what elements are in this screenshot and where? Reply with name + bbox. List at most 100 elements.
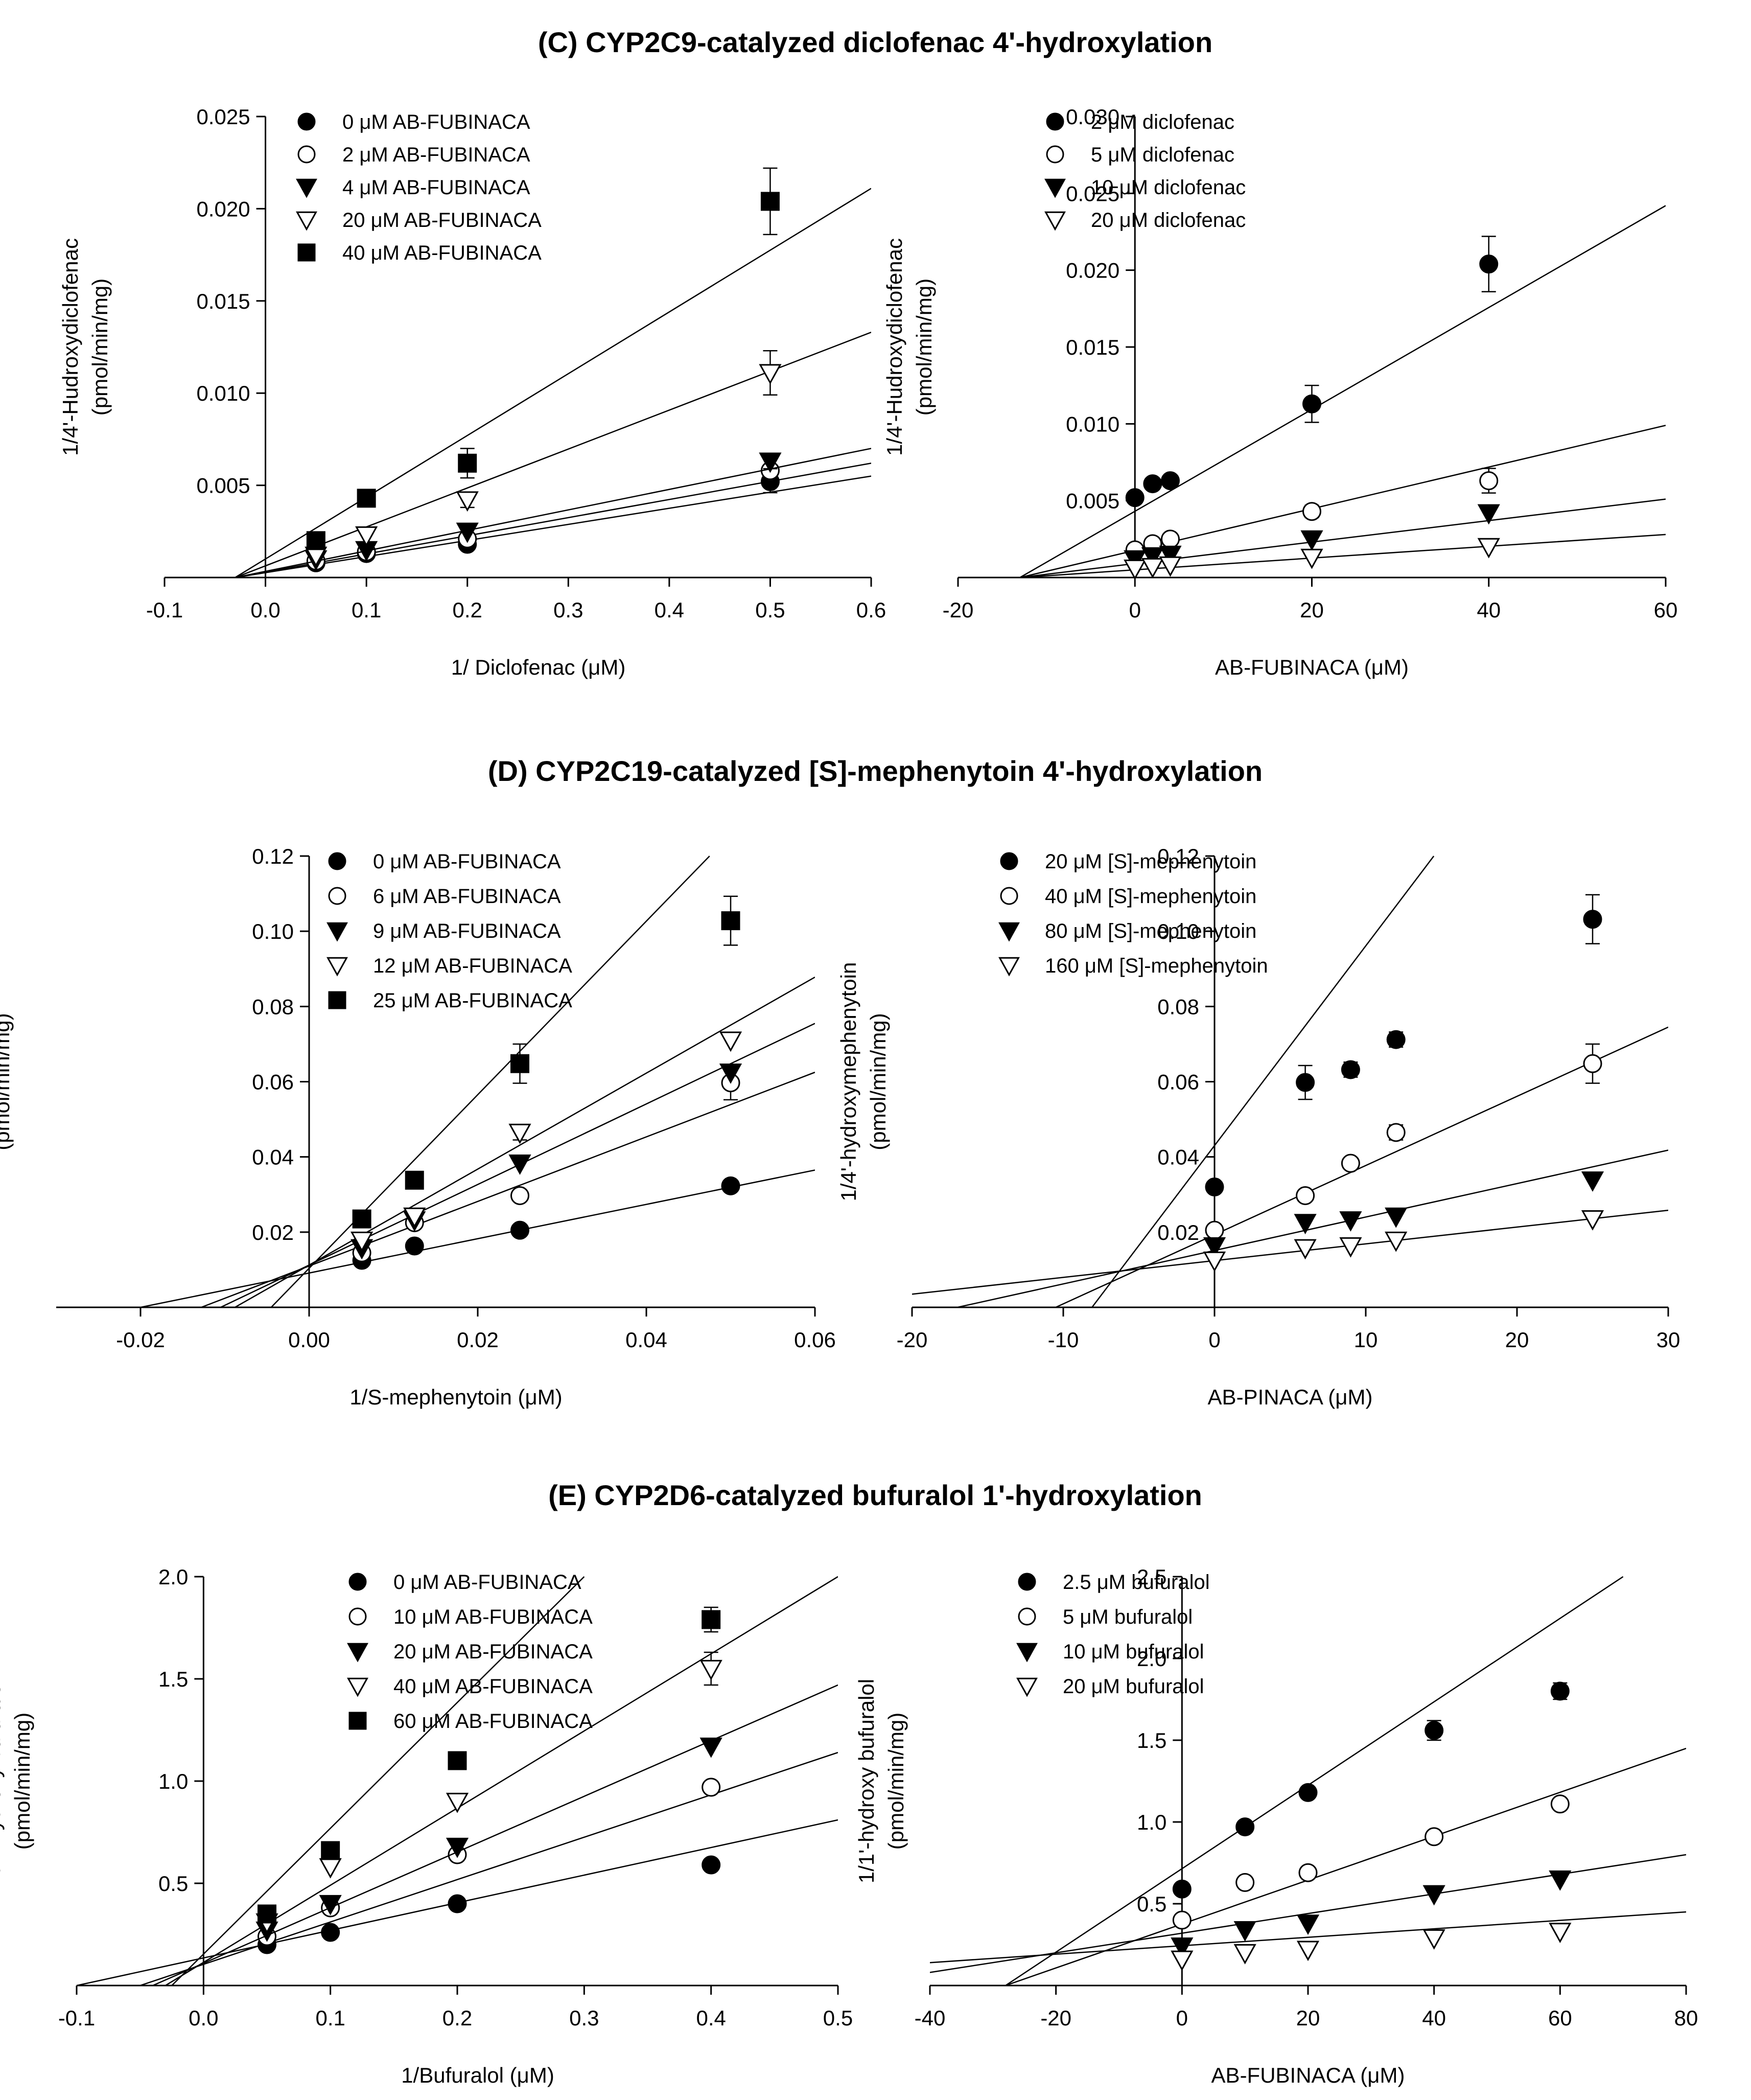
data-point-series-3: [1171, 1950, 1194, 1971]
data-point-series-0: [405, 1236, 424, 1256]
y-tick-label: 2.0: [158, 1565, 188, 1589]
legend-label-0: 2 μM diclofenac: [1091, 111, 1234, 133]
fit-line-series-0: [1091, 856, 1435, 1307]
data-point-series-1: [1425, 1827, 1444, 1847]
data-point-series-3: [1549, 1923, 1572, 1944]
data-point-series-3: [1477, 538, 1500, 559]
legend-label-4: 60 μM AB-FUBINACA: [393, 1710, 593, 1733]
data-point-series-2: [1296, 1914, 1320, 1935]
legend-marker-4: [348, 1712, 367, 1730]
data-point-series-0: [721, 1176, 740, 1195]
data-point-series-1: [1302, 502, 1321, 521]
legend-marker-2: [1016, 1643, 1038, 1663]
fit-line-series-1: [1055, 1026, 1668, 1307]
data-point-series-3: [719, 1031, 742, 1052]
y-tick-label: 0.06: [252, 1070, 294, 1094]
legend-marker-0: [1046, 112, 1064, 131]
legend-label-2: 9 μM AB-FUBINACA: [373, 920, 561, 942]
y-tick-label: 0.04: [1157, 1145, 1199, 1169]
legend-marker-0: [1000, 852, 1018, 870]
legend-label-3: 40 μM AB-FUBINACA: [393, 1675, 593, 1698]
data-point-series-2: [446, 1837, 469, 1858]
data-point-series-3: [1422, 1929, 1445, 1950]
data-point-series-2: [1385, 1207, 1408, 1228]
data-point-series-0: [1125, 488, 1145, 507]
x-tick-label: 80: [1674, 2006, 1698, 2030]
data-point-series-3: [446, 1792, 469, 1813]
legend-marker-2: [998, 922, 1020, 942]
data-point-series-0: [1583, 910, 1602, 929]
legend-label-0: 2.5 μM bufuralol: [1063, 1571, 1210, 1594]
data-point-series-4: [352, 1209, 371, 1229]
x-tick-label: 0: [1129, 598, 1141, 622]
y-tick-label: 0.025: [1066, 181, 1119, 205]
legend-marker-4: [328, 991, 346, 1009]
data-point-series-1: [1341, 1153, 1360, 1173]
data-point-series-3: [1581, 1210, 1604, 1231]
legend-marker-2: [347, 1643, 368, 1663]
data-point-series-3: [1124, 559, 1147, 580]
fit-line-series-0: [140, 1169, 815, 1307]
data-point-series-4: [405, 1170, 424, 1190]
legend-marker-2: [326, 922, 348, 942]
x-tick-label: -0.02: [116, 1328, 165, 1352]
x-tick-label: 60: [1548, 2006, 1572, 2030]
data-point-series-4: [702, 1610, 721, 1629]
data-point-series-2: [456, 522, 479, 543]
fit-line-series-2: [235, 448, 871, 578]
y-axis-title: 1/1'-hydroxy bufuralol: [854, 1679, 878, 1883]
panel-title-e: (E) CYP2D6-catalyzed bufuralol 1'-hydrox…: [548, 1479, 1202, 1511]
legend-label-4: 25 μM AB-FUBINACA: [373, 989, 572, 1012]
data-point-series-3: [759, 364, 782, 385]
data-point-series-4: [760, 192, 780, 211]
y-tick-label: 0.10: [252, 919, 294, 943]
data-point-series-3: [508, 1123, 531, 1144]
data-point-series-3: [403, 1207, 426, 1228]
data-point-series-2: [1203, 1237, 1226, 1258]
x-axis-title: 1/Bufuralol (μM): [401, 2063, 554, 2087]
x-tick-label: 0.5: [755, 598, 785, 622]
x-tick-label: 0.5: [823, 2006, 853, 2030]
data-point-series-2: [699, 1737, 722, 1758]
chart-2-0: -0.1 0.0 0.1 0.2 0.3 0.4 0.5 0.5 1.0 1.5 2.0 1/Bufu…: [0, 1565, 853, 2087]
x-tick-label: 0.3: [569, 2006, 599, 2030]
y-axis-title: 1/1'-hydroxy bufuralol: [0, 1679, 5, 1883]
legend-marker-1: [1018, 1607, 1036, 1626]
x-tick-label: 0.2: [442, 2006, 472, 2030]
legend-marker-3: [1016, 1677, 1038, 1697]
x-tick-label: 0.3: [553, 598, 583, 622]
y-tick-label: 0.12: [252, 844, 294, 868]
x-tick-label: 0: [1176, 2006, 1188, 2030]
x-tick-label: 0.0: [189, 2006, 218, 2030]
y-tick-label: 0.010: [1066, 412, 1119, 436]
data-point-series-4: [510, 1054, 529, 1073]
data-point-series-1: [1161, 529, 1180, 549]
x-tick-label: 0.02: [457, 1328, 499, 1352]
x-tick-label: -0.1: [58, 2006, 95, 2030]
x-tick-label: 0.6: [856, 598, 886, 622]
y-tick-label: 1.0: [1137, 1810, 1166, 1834]
y-axis-title-units: (pmol/min/mg): [0, 1013, 14, 1150]
legend-label-1: 5 μM diclofenac: [1091, 144, 1234, 166]
data-point-series-3: [1141, 558, 1164, 579]
y-tick-label: 2.5: [1137, 1565, 1166, 1589]
fit-line-series-4: [235, 188, 871, 578]
y-tick-label: 0.5: [158, 1872, 188, 1896]
data-point-series-1: [1583, 1054, 1602, 1073]
data-point-series-2: [1581, 1171, 1604, 1192]
data-point-series-3: [1339, 1237, 1362, 1258]
data-point-series-0: [1298, 1783, 1318, 1802]
y-tick-label: 0.06: [1157, 1070, 1199, 1094]
x-tick-label: 0.0: [250, 598, 280, 622]
x-tick-label: -20: [943, 598, 974, 622]
data-point-series-2: [1339, 1211, 1362, 1232]
x-tick-label: -10: [1048, 1328, 1079, 1352]
x-tick-label: -0.1: [146, 598, 183, 622]
fit-line-series-0: [235, 475, 871, 578]
legend-label-3: 20 μM diclofenac: [1091, 209, 1246, 232]
x-tick-label: 20: [1300, 598, 1324, 622]
x-tick-label: 0: [1208, 1328, 1220, 1352]
y-axis-title: 1/4'-Hudroxydiclofenac: [58, 238, 82, 456]
data-point-series-4: [721, 911, 740, 931]
plots-layer: -0.1 0.0 0.1 0.2 0.3 0.4 0.5 0.60.0050.0100.015…: [0, 105, 1698, 2087]
